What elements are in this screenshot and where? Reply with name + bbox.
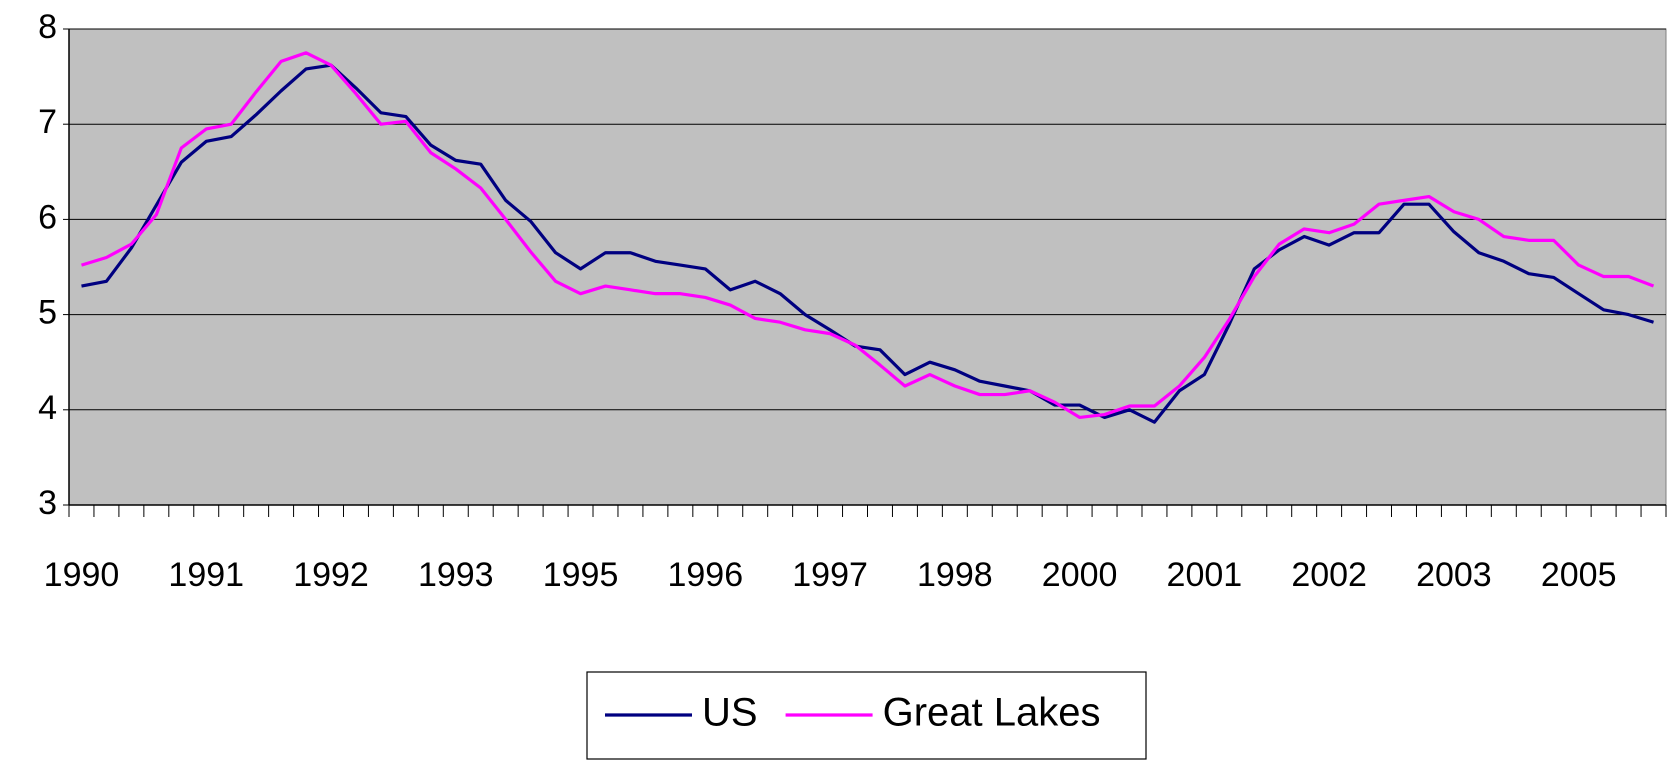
legend-label: US bbox=[702, 691, 758, 735]
y-tick-label: 5 bbox=[38, 294, 57, 332]
x-tick-label: 1992 bbox=[293, 556, 369, 594]
x-tick-label: 2001 bbox=[1167, 556, 1243, 594]
x-tick-label: 2002 bbox=[1291, 556, 1367, 594]
x-tick-label: 1995 bbox=[543, 556, 619, 594]
line-series bbox=[81, 51, 1655, 420]
x-tick-label: 1990 bbox=[44, 556, 120, 594]
x-tick-label: 1996 bbox=[667, 556, 743, 594]
x-tick-label: 1991 bbox=[168, 556, 244, 594]
y-tick-label: 6 bbox=[38, 198, 57, 236]
legend-label: Great Lakes bbox=[883, 691, 1101, 735]
y-tick-label: 7 bbox=[38, 103, 57, 141]
x-tick-label: 2003 bbox=[1416, 556, 1492, 594]
y-tick-label: 8 bbox=[38, 8, 57, 46]
x-tick-label: 2005 bbox=[1541, 556, 1617, 594]
x-tick-label: 1998 bbox=[917, 556, 993, 594]
x-tick-label: 1993 bbox=[418, 556, 494, 594]
line-series bbox=[81, 63, 1654, 424]
x-tick-label: 2000 bbox=[1042, 556, 1118, 594]
plot-area bbox=[68, 28, 1667, 506]
x-tick-label: 1997 bbox=[792, 556, 868, 594]
legend: US Great Lakes bbox=[586, 671, 1147, 760]
y-tick-label: 4 bbox=[38, 389, 57, 427]
y-tick-label: 3 bbox=[38, 484, 57, 522]
